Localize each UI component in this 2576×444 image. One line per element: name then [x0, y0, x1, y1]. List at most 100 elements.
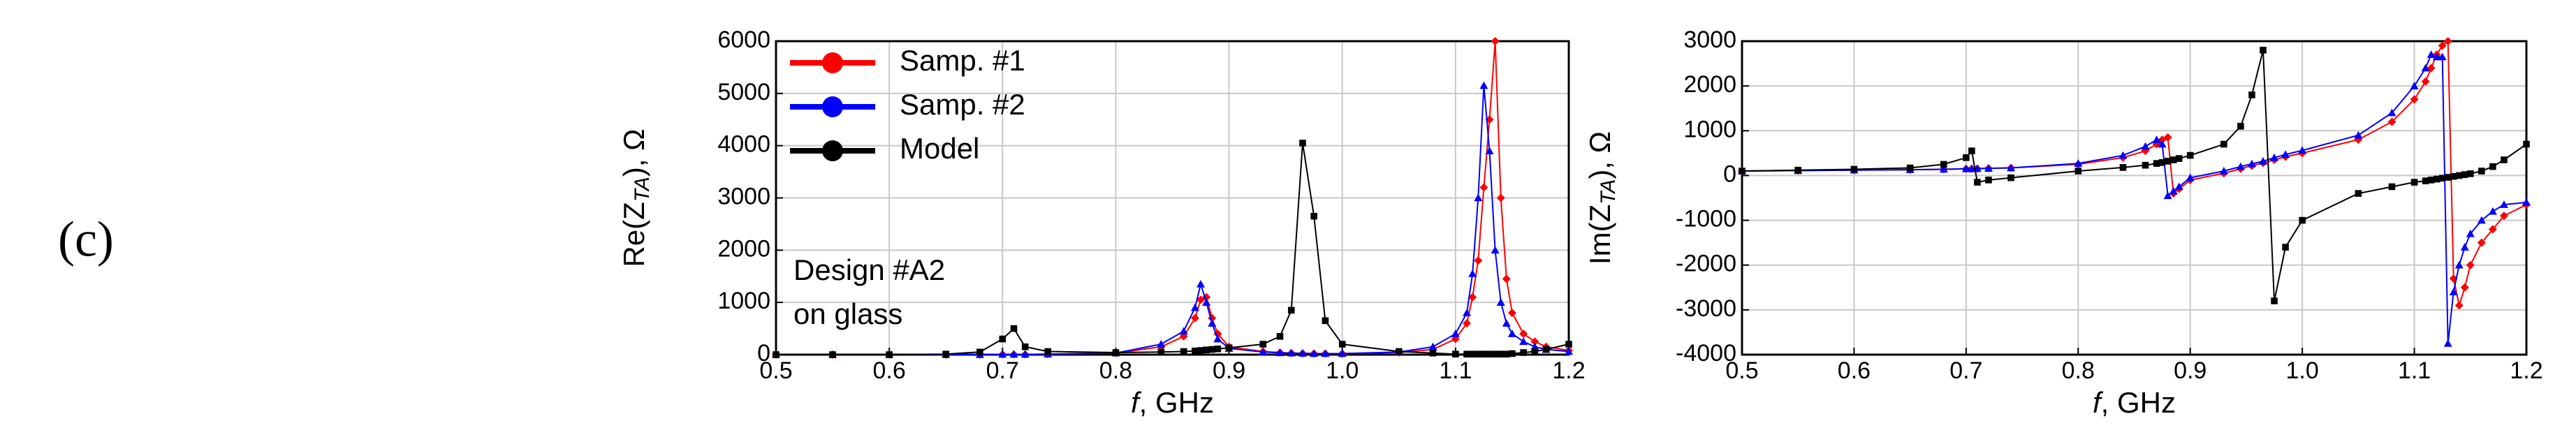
x-tick-label: 1.1: [1439, 357, 1472, 384]
data-point: [1974, 179, 1981, 186]
data-point: [2158, 140, 2167, 148]
data-point: [1468, 269, 1477, 277]
x-tick-label: 0.5: [1725, 357, 1758, 384]
x-tick-label: 0.8: [1099, 357, 1132, 384]
data-point: [2163, 133, 2172, 142]
data-point: [2388, 183, 2396, 191]
data-point: [1565, 347, 1573, 355]
data-point: [1491, 246, 1500, 254]
data-point: [942, 350, 950, 358]
data-point: [2248, 91, 2255, 98]
data-point: [2410, 95, 2419, 104]
data-point: [2421, 77, 2430, 86]
data-point: [999, 335, 1007, 343]
series-line: [1741, 53, 2527, 344]
data-point: [1190, 313, 1199, 323]
data-point: [773, 351, 780, 358]
data-point: [2219, 167, 2228, 175]
legend-label: Model: [900, 132, 979, 165]
data-point: [2438, 52, 2447, 61]
data-point: [1480, 350, 1488, 358]
y-tick-label: 6000: [717, 27, 770, 53]
data-point: [1509, 350, 1516, 357]
x-tick-label: 0.7: [1949, 357, 1982, 384]
y-tick-label: 0: [757, 340, 770, 367]
data-point: [2258, 156, 2267, 165]
data-point: [1428, 342, 1437, 350]
data-point: [1196, 279, 1206, 288]
data-point: [2164, 158, 2172, 165]
data-point: [2449, 288, 2458, 295]
data-point: [1530, 337, 1539, 346]
data-point: [2163, 191, 2172, 200]
data-point: [2281, 150, 2290, 158]
data-point: [2298, 146, 2307, 154]
data-point: [1485, 147, 1494, 154]
y-tick-label: 2000: [717, 235, 770, 262]
x-tick-label: 0.6: [1838, 357, 1871, 384]
data-point: [2454, 301, 2464, 310]
data-point: [1507, 330, 1516, 337]
data-point: [1020, 350, 1030, 358]
x-tick-label: 1.0: [2286, 357, 2319, 384]
data-point: [2387, 117, 2396, 126]
y-tick-label: 4000: [717, 131, 770, 158]
x-tick-label: 0.9: [1213, 357, 1245, 384]
data-point: [2438, 41, 2447, 50]
data-point: [2169, 186, 2178, 195]
data-point: [1961, 164, 1970, 172]
data-point: [2450, 172, 2457, 180]
data-point: [2074, 159, 2083, 167]
x-tick-label: 0.6: [873, 357, 906, 384]
data-point: [2466, 260, 2475, 269]
data-point: [1503, 350, 1510, 358]
data-point: [1157, 340, 1166, 348]
data-point: [1474, 350, 1482, 358]
y-axis-prefix: Im(Z: [1583, 205, 1616, 265]
data-point: [1497, 350, 1505, 358]
data-point: [1963, 154, 1970, 161]
legend-marker: [822, 140, 843, 161]
data-point: [1203, 346, 1210, 354]
data-point: [1197, 347, 1204, 354]
x-tick-label: 0.7: [986, 357, 1019, 384]
legend-marker: [822, 96, 843, 117]
y-axis-sub: TA: [1597, 179, 1620, 205]
x-tick-label: 0.8: [2062, 357, 2095, 384]
data-point: [1794, 166, 1802, 174]
data-point: [2499, 212, 2508, 221]
data-point: [1519, 330, 1528, 339]
data-point: [2427, 64, 2436, 73]
y-tick-label: 1000: [717, 288, 770, 314]
data-point: [1940, 161, 1947, 168]
y-tick-label: -3000: [1676, 295, 1736, 322]
annotation: on glass: [793, 297, 902, 330]
data-point: [1214, 345, 1222, 353]
data-point: [1850, 165, 1858, 173]
panel-label: (c): [58, 212, 114, 267]
data-point: [1906, 164, 1914, 172]
data-point: [1044, 348, 1051, 355]
data-point: [1208, 346, 1216, 353]
data-point: [2438, 175, 2446, 182]
data-point: [2443, 339, 2452, 347]
data-point: [1984, 164, 1993, 172]
y-tick-label: -1000: [1676, 206, 1736, 232]
data-point: [1338, 341, 1346, 348]
data-point: [2387, 108, 2396, 117]
data-point: [2489, 163, 2496, 170]
data-point: [2236, 162, 2245, 170]
data-point: [2488, 207, 2497, 215]
x-tick-label: 0.5: [759, 357, 792, 384]
data-point: [1010, 325, 1018, 332]
data-point: [2118, 151, 2128, 159]
data-point: [976, 348, 983, 356]
data-point: [1531, 348, 1539, 355]
data-point: [1519, 337, 1528, 346]
data-point: [1507, 309, 1516, 318]
data-point: [2499, 200, 2508, 208]
data-point: [2299, 216, 2306, 224]
data-point: [1939, 165, 1948, 173]
x-tick-label: 1.2: [2510, 357, 2542, 384]
